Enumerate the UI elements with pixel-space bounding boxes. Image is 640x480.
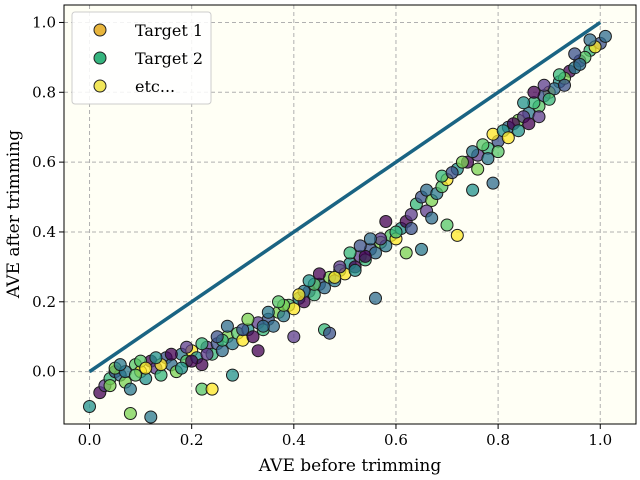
data-point — [481, 152, 495, 166]
data-point — [455, 155, 469, 169]
data-point — [246, 330, 260, 344]
data-point — [379, 215, 393, 228]
data-point — [83, 400, 96, 413]
data-point — [220, 319, 234, 333]
legend-marker-etc — [93, 79, 107, 93]
data-point — [358, 249, 372, 263]
x-tick-label: 0.2 — [180, 431, 204, 449]
data-point — [333, 260, 347, 274]
data-point — [363, 232, 377, 246]
data-point — [486, 176, 500, 190]
reference-line-y-equals-x — [88, 21, 602, 374]
data-point — [123, 382, 137, 396]
y-tick-label: 1.0 — [32, 13, 56, 31]
data-point — [180, 340, 194, 354]
data-point — [103, 379, 117, 393]
data-point — [139, 361, 153, 375]
data-point — [404, 222, 418, 235]
data-point — [292, 288, 306, 302]
data-point — [236, 323, 250, 337]
data-point — [501, 131, 515, 145]
data-point — [369, 291, 382, 305]
data-point — [573, 57, 587, 71]
y-tick-label: 0.0 — [32, 363, 56, 381]
legend-label-target-2: Target 2 — [135, 49, 203, 68]
data-point — [123, 407, 137, 420]
data-point — [312, 267, 326, 281]
data-point — [323, 326, 337, 340]
data-point — [200, 347, 214, 361]
data-point — [353, 239, 367, 253]
scatter-points — [83, 29, 612, 424]
data-point — [532, 110, 546, 124]
data-point — [568, 47, 582, 61]
data-point — [512, 124, 525, 138]
data-point — [415, 242, 428, 256]
legend-label-etc: etc... — [135, 77, 175, 96]
legend: Target 1 Target 2 etc... — [71, 11, 212, 105]
data-point — [445, 166, 459, 180]
data-point — [542, 92, 556, 106]
data-point — [522, 117, 536, 131]
data-point — [113, 358, 127, 372]
data-point — [552, 68, 566, 82]
y-tick-label: 0.4 — [32, 223, 56, 241]
data-point — [144, 410, 158, 424]
y-axis-ticks: 0.0 0.2 0.4 0.6 0.8 1.0 — [32, 13, 64, 381]
data-point — [471, 162, 485, 176]
y-tick-label: 0.2 — [32, 293, 56, 311]
data-point — [558, 78, 571, 92]
data-point — [272, 295, 285, 309]
data-point — [185, 354, 199, 368]
data-point — [527, 85, 541, 99]
data-point — [399, 246, 413, 260]
data-point — [450, 228, 464, 242]
data-point — [210, 330, 224, 344]
data-point — [491, 145, 505, 159]
y-tick-label: 0.8 — [32, 83, 56, 101]
data-point — [425, 211, 439, 225]
data-point — [164, 347, 178, 361]
data-point — [328, 270, 342, 284]
x-tick-label: 0.6 — [384, 431, 408, 449]
data-point — [517, 96, 531, 110]
data-point — [389, 225, 403, 239]
legend-box — [71, 11, 212, 105]
x-tick-label: 0.4 — [282, 431, 306, 449]
data-point — [598, 29, 612, 43]
y-tick-label: 0.6 — [32, 153, 56, 171]
data-point — [476, 138, 490, 152]
x-axis-title: AVE before trimming — [258, 456, 442, 476]
data-point — [348, 263, 362, 277]
data-point — [537, 78, 551, 92]
x-tick-label: 0.0 — [78, 431, 102, 449]
x-axis-ticks: 0.0 0.2 0.4 0.6 0.8 1.0 — [78, 424, 612, 449]
legend-marker-target-1 — [93, 23, 107, 37]
data-point — [205, 382, 219, 396]
data-point — [287, 330, 301, 344]
x-tick-label: 0.8 — [486, 431, 510, 449]
data-point — [404, 208, 418, 221]
data-point — [241, 312, 255, 326]
legend-marker-target-2 — [93, 51, 107, 65]
x-tick-label: 1.0 — [588, 431, 612, 449]
data-point — [583, 33, 597, 47]
data-point — [251, 344, 265, 358]
data-point — [129, 368, 142, 382]
data-point — [175, 361, 188, 375]
data-point — [256, 319, 270, 333]
legend-label-target-1: Target 1 — [135, 21, 203, 40]
data-point — [226, 368, 239, 382]
data-point — [466, 145, 480, 159]
data-point — [261, 305, 275, 319]
data-point — [466, 183, 480, 197]
data-point — [440, 218, 454, 232]
data-point — [149, 351, 163, 365]
y-axis-title: AVE after trimming — [4, 130, 24, 299]
plot-frame — [63, 4, 637, 425]
data-point — [343, 246, 357, 260]
data-point — [302, 274, 316, 288]
data-point — [195, 337, 209, 351]
